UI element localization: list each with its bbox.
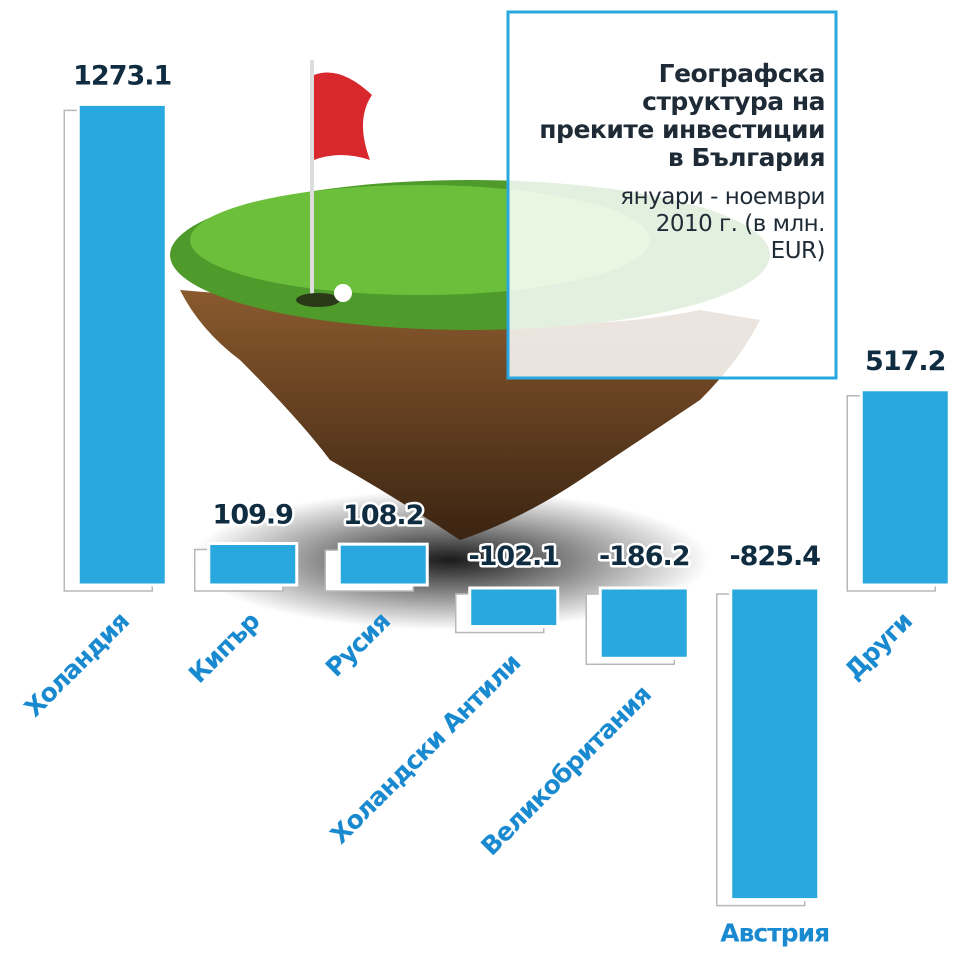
x-tick-label: Други xyxy=(839,607,918,686)
x-tick-label: Кипър xyxy=(183,607,265,689)
bar xyxy=(470,588,558,627)
value-label: -825.4 xyxy=(729,541,820,572)
chart-subtitle: януари - ноември 2010 г. (в млн. EUR) xyxy=(515,184,825,265)
flag xyxy=(314,73,372,161)
value-label: 108.2 xyxy=(343,500,423,531)
value-label: 1273.1 xyxy=(73,60,171,91)
bar xyxy=(861,390,949,585)
bar xyxy=(600,588,688,658)
bar xyxy=(339,544,427,585)
hole xyxy=(296,293,340,307)
value-label: -186.2 xyxy=(599,541,690,572)
value-label: 517.2 xyxy=(865,346,945,377)
chart: Географска структура на преките инвестиц… xyxy=(0,0,957,959)
title-area: Географска структура на преките инвестиц… xyxy=(515,60,825,360)
chart-title: Географска структура на преките инвестиц… xyxy=(515,60,825,172)
x-tick-label: Холандия xyxy=(19,607,135,723)
ball xyxy=(334,284,352,302)
x-tick-label: Великобритания xyxy=(475,680,656,861)
x-tick-label: Австрия xyxy=(720,919,829,948)
bar xyxy=(209,544,297,585)
value-label: 109.9 xyxy=(213,500,294,531)
bar xyxy=(78,104,166,585)
value-label: -102.1 xyxy=(468,541,559,572)
bar xyxy=(731,588,819,900)
